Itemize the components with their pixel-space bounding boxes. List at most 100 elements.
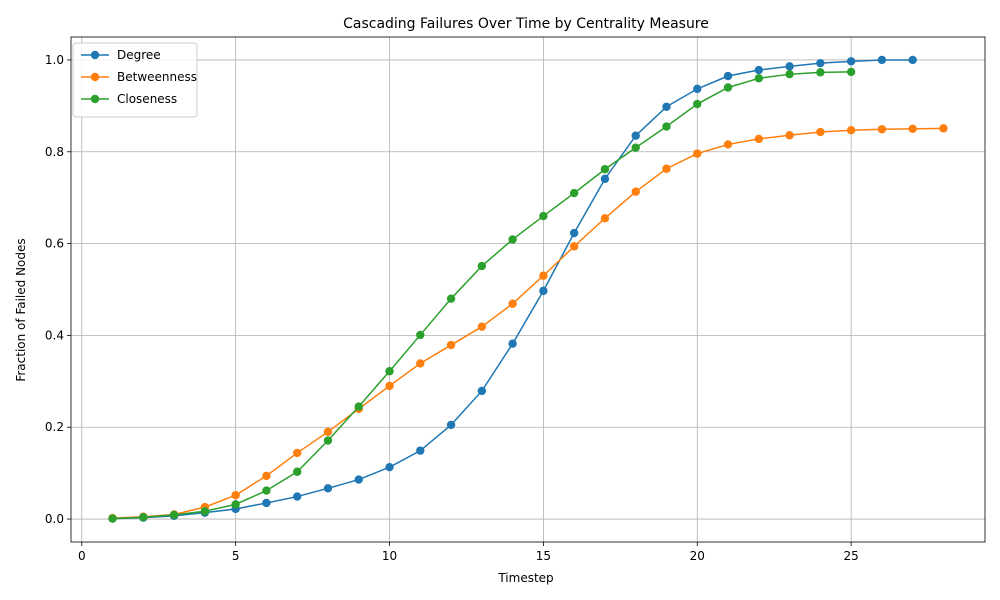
data-point-betweenness (693, 149, 702, 158)
data-point-betweenness (846, 125, 856, 135)
data-point-closeness (785, 69, 794, 79)
data-point-closeness (139, 513, 148, 522)
data-point-degree (662, 102, 671, 111)
y-tick-label: 0.6 (45, 237, 64, 251)
data-point-betweenness (662, 164, 671, 173)
data-point-degree (877, 55, 887, 65)
chart-title: Cascading Failures Over Time by Centrali… (343, 16, 709, 32)
legend-swatch-marker (90, 72, 100, 82)
data-point-closeness (754, 74, 764, 83)
data-point-degree (539, 286, 548, 296)
data-point-betweenness (231, 490, 240, 500)
data-point-closeness (354, 402, 363, 411)
data-point-degree (908, 55, 917, 65)
data-point-betweenness (508, 299, 517, 308)
data-point-betweenness (939, 124, 948, 133)
data-point-closeness (385, 367, 394, 376)
data-point-degree (754, 65, 764, 75)
series-line-closeness (112, 71, 852, 520)
grid (71, 37, 985, 542)
data-point-degree (446, 420, 456, 430)
data-point-degree (354, 475, 363, 484)
legend-item-degree: Degree (81, 48, 161, 62)
plot-frame (70, 36, 986, 543)
data-point-degree (723, 71, 733, 81)
data-point-degree (569, 228, 579, 238)
x-tick-label: 0 (78, 549, 86, 563)
data-point-betweenness (385, 381, 394, 391)
data-point-degree (385, 462, 394, 472)
data-point-closeness (508, 235, 517, 244)
data-point-degree (846, 57, 856, 66)
data-point-closeness (631, 143, 640, 152)
data-point-degree (262, 498, 271, 508)
series-line-betweenness (112, 127, 944, 519)
data-point-closeness (169, 510, 179, 520)
y-axis-label: Fraction of Failed Nodes (14, 238, 28, 381)
legend-label: Betweenness (117, 70, 197, 84)
y-tick-label: 1.0 (45, 53, 64, 67)
data-point-closeness (846, 67, 856, 77)
data-point-degree (292, 492, 302, 501)
data-point-closeness (446, 294, 456, 303)
series-line-degree (112, 59, 913, 520)
data-point-betweenness (816, 127, 825, 137)
data-point-closeness (723, 83, 733, 92)
data-point-betweenness (723, 140, 733, 149)
data-point-closeness (477, 261, 487, 271)
data-point-betweenness (477, 322, 487, 331)
series-closeness (108, 67, 856, 523)
data-point-betweenness (908, 124, 917, 134)
y-tick-label: 0.0 (45, 512, 64, 526)
data-point-betweenness (631, 187, 640, 196)
data-point-closeness (569, 188, 579, 198)
data-point-degree (416, 446, 425, 455)
data-point-closeness (200, 507, 210, 516)
data-point-degree (323, 484, 333, 493)
series-layer (108, 55, 948, 523)
data-point-betweenness (877, 125, 887, 134)
data-point-degree (600, 174, 610, 184)
data-point-degree (477, 386, 487, 396)
legend: Degree Betweenness Closeness (72, 42, 198, 118)
legend-swatch-marker (90, 50, 100, 60)
legend-label: Degree (117, 48, 161, 62)
data-point-betweenness (600, 214, 610, 223)
x-tick-label: 10 (382, 549, 397, 563)
data-point-degree (631, 131, 640, 140)
data-point-degree (693, 84, 702, 94)
data-point-degree (508, 339, 517, 348)
data-point-closeness (662, 122, 671, 131)
legend-swatch-marker (90, 94, 100, 104)
data-point-betweenness (539, 271, 548, 280)
data-point-betweenness (323, 427, 333, 437)
data-point-betweenness (569, 242, 579, 251)
x-tick-label: 20 (690, 549, 705, 563)
legend-item-betweenness: Betweenness (81, 70, 197, 84)
data-point-betweenness (446, 340, 456, 350)
data-point-betweenness (262, 471, 271, 481)
x-tick-label: 5 (232, 549, 240, 563)
data-point-betweenness (292, 448, 302, 458)
data-point-betweenness (416, 359, 425, 368)
ticks: 0 5 10 15 20 25 0.0 0.2 0.4 0.6 0.8 1.0 (45, 53, 859, 563)
legend-label: Closeness (117, 92, 177, 106)
data-point-degree (785, 62, 794, 71)
y-tick-label: 0.4 (45, 328, 64, 342)
data-point-closeness (323, 436, 333, 445)
data-point-closeness (416, 330, 425, 340)
y-tick-label: 0.2 (45, 420, 64, 434)
legend-item-closeness: Closeness (81, 92, 177, 106)
data-point-closeness (262, 486, 271, 495)
x-tick-label: 25 (843, 549, 858, 563)
data-point-closeness (292, 467, 302, 476)
data-point-closeness (539, 211, 548, 221)
x-tick-label: 15 (536, 549, 551, 563)
series-degree (108, 55, 917, 523)
data-point-degree (816, 58, 825, 68)
data-point-betweenness (785, 131, 794, 140)
data-point-closeness (816, 68, 825, 77)
y-tick-label: 0.8 (45, 145, 64, 159)
data-point-closeness (108, 514, 117, 523)
